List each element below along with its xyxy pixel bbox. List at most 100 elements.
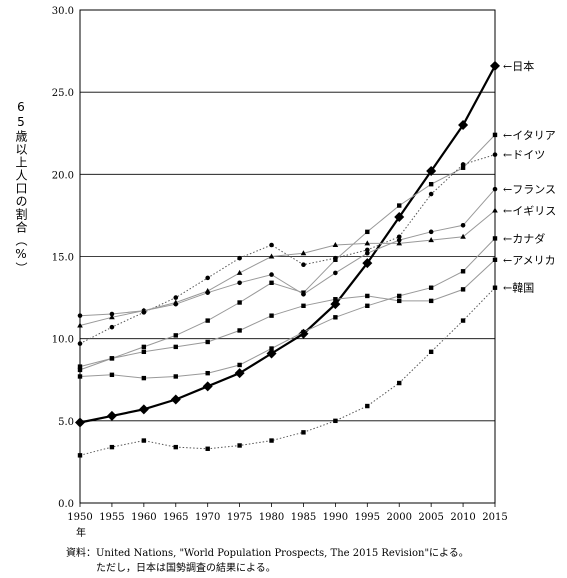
data-point-square <box>141 349 147 355</box>
x-tick-label: 1970 <box>195 512 220 523</box>
data-point-triangle <box>268 253 275 259</box>
series-line-7 <box>79 287 496 456</box>
data-point-square <box>397 298 402 304</box>
data-point-diamond <box>234 368 245 379</box>
data-point-circle <box>205 275 210 281</box>
data-point-square <box>365 403 370 409</box>
data-point-square <box>397 380 402 386</box>
y-tick-label: 20.0 <box>52 170 74 181</box>
data-point-square <box>173 374 178 379</box>
data-point-circle <box>333 270 338 276</box>
data-point-diamond <box>394 212 405 223</box>
data-point-circle <box>173 295 179 300</box>
source-line-2: ただし，日本は国勢調査の結果による。 <box>96 563 276 574</box>
x-tick-label: 1950 <box>67 512 92 523</box>
data-point-square <box>109 372 115 378</box>
series-line-6 <box>79 259 496 368</box>
data-point-circle <box>109 311 115 317</box>
data-point-triangle <box>300 250 307 256</box>
x-axis-year-suffix: 年 <box>76 528 86 539</box>
x-tick-label: 1955 <box>99 512 124 523</box>
data-point-square <box>109 444 115 450</box>
data-point-square <box>205 318 210 323</box>
data-point-square <box>397 293 402 299</box>
data-point-diamond <box>458 120 469 131</box>
data-point-circle <box>428 229 434 235</box>
series-end-label: ←日本 <box>503 59 534 73</box>
data-point-square <box>205 370 210 376</box>
data-point-square <box>428 285 434 290</box>
data-point-square <box>492 285 498 290</box>
data-point-square <box>333 418 338 424</box>
x-tick-label: 1985 <box>291 512 316 523</box>
series-line-4 <box>79 210 496 326</box>
data-point-circle <box>460 162 466 167</box>
data-point-triangle <box>396 240 403 246</box>
data-point-triangle <box>460 233 466 239</box>
x-tick-label: 1995 <box>355 512 380 523</box>
series-line-1 <box>79 134 496 371</box>
series-end-label: ←アメリカ <box>503 254 556 267</box>
data-point-square <box>365 293 370 299</box>
data-point-square <box>365 229 370 235</box>
data-point-circle <box>460 222 466 228</box>
data-point-diamond <box>170 394 181 405</box>
data-point-square <box>460 287 466 292</box>
data-point-diamond <box>330 299 341 310</box>
data-point-diamond <box>426 166 437 177</box>
data-point-square <box>492 257 498 262</box>
x-tick-label: 1980 <box>259 512 284 523</box>
data-point-square <box>492 236 498 241</box>
x-tick-label: 2005 <box>418 512 443 523</box>
series-end-label: ←カナダ <box>503 231 545 245</box>
x-tick-label: 2015 <box>482 512 507 523</box>
data-point-square <box>205 446 210 451</box>
data-point-square <box>173 444 178 450</box>
data-point-square <box>173 333 178 338</box>
series-end-label: ←フランス <box>503 183 556 196</box>
data-point-square <box>205 339 210 345</box>
data-point-square <box>492 132 498 138</box>
data-point-square <box>269 438 274 443</box>
data-point-triangle <box>428 237 434 243</box>
data-point-square <box>109 356 115 361</box>
series-end-label: ←韓国 <box>503 282 534 295</box>
x-tick-label: 1960 <box>131 512 156 523</box>
data-point-square <box>460 165 466 170</box>
data-point-circle <box>237 280 242 286</box>
data-point-square <box>269 313 274 318</box>
data-point-triangle <box>172 299 179 305</box>
data-point-triangle <box>236 269 243 275</box>
data-point-square <box>397 203 402 208</box>
data-point-square <box>460 318 466 323</box>
data-point-diamond <box>362 258 373 269</box>
data-point-diamond <box>490 60 500 71</box>
data-point-square <box>269 280 274 285</box>
y-tick-label: 0.0 <box>58 499 74 510</box>
data-point-circle <box>77 341 83 346</box>
data-point-triangle <box>332 241 339 247</box>
data-point-triangle <box>141 307 147 313</box>
data-point-diamond <box>138 404 149 415</box>
data-point-square <box>365 303 370 308</box>
source-line-1: 資料：United Nations, "World Population Pro… <box>66 548 469 559</box>
data-point-triangle <box>492 207 498 213</box>
data-point-square <box>77 374 83 379</box>
data-point-triangle <box>364 240 371 246</box>
data-point-square <box>301 303 306 308</box>
data-point-circle <box>396 237 402 243</box>
data-point-triangle <box>77 322 83 328</box>
data-point-square <box>428 349 434 355</box>
x-tick-label: 2010 <box>450 512 475 523</box>
data-point-circle <box>237 255 242 261</box>
y-tick-label: 10.0 <box>52 335 74 346</box>
series-end-label: ←ドイツ <box>503 149 545 162</box>
data-point-circle <box>301 291 306 297</box>
data-point-square <box>237 362 242 368</box>
data-point-square <box>333 297 338 302</box>
data-point-square <box>237 443 242 448</box>
x-tick-label: 2000 <box>387 512 412 523</box>
series-line-0 <box>79 65 496 424</box>
data-point-diamond <box>75 417 85 428</box>
